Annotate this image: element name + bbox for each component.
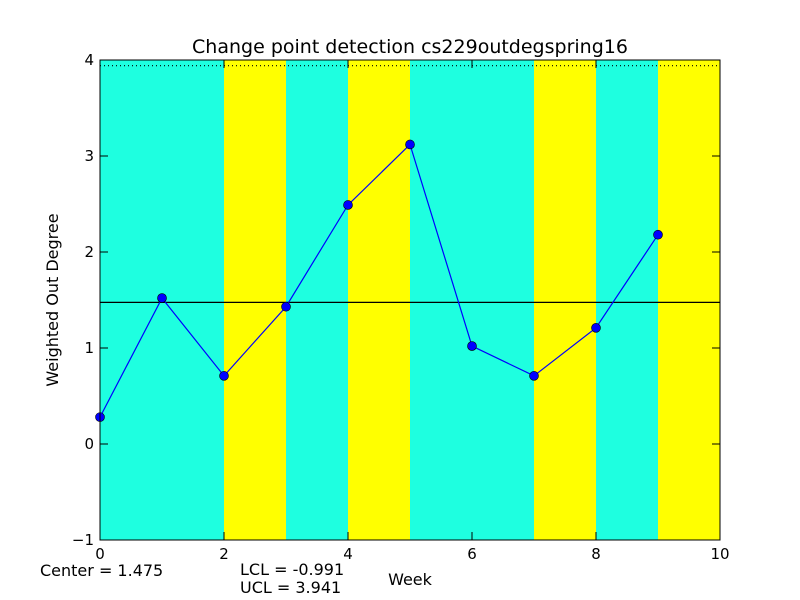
series-line: [99, 143, 659, 418]
lcl-stat: LCL = -0.991: [240, 560, 345, 579]
y-tick-label: 4: [84, 51, 94, 69]
data-point: [529, 371, 539, 381]
x-tick-label: 2: [219, 545, 229, 563]
series-layer: [95, 139, 663, 422]
x-tick-label: 8: [591, 545, 601, 563]
data-point: [405, 139, 415, 150]
y-axis-label: Weighted Out Degree: [43, 213, 62, 386]
plot-frame: [99, 59, 721, 541]
band-layer: [100, 60, 720, 540]
segment-band-5: [534, 60, 596, 540]
data-point: [157, 293, 167, 303]
data-point: [343, 200, 353, 210]
data-point: [653, 229, 663, 240]
ucl-stat: UCL = 3.941: [240, 578, 342, 597]
data-point: [591, 323, 601, 333]
segment-band-4: [410, 60, 534, 540]
segment-band-3: [348, 60, 410, 540]
chart-title: Change point detection cs229outdegspring…: [192, 36, 628, 58]
y-tick-label: −1: [72, 531, 94, 549]
data-point: [219, 371, 229, 381]
x-axis-label: Week: [388, 570, 433, 589]
y-tick-label: 3: [84, 147, 94, 165]
x-tick-label: 10: [710, 545, 729, 563]
control-lines: [100, 65, 720, 303]
segment-band-2: [286, 60, 348, 540]
x-tick-label: 4: [343, 545, 353, 563]
x-tick-label: 6: [467, 545, 477, 563]
data-point: [467, 341, 477, 351]
y-tick-label: 2: [84, 243, 94, 261]
y-tick-label: 1: [84, 339, 94, 357]
segment-band-1: [224, 60, 286, 540]
data-point: [281, 301, 291, 312]
segment-band-7: [658, 60, 720, 540]
x-tick-label: 0: [95, 545, 105, 563]
segment-band-6: [596, 60, 658, 540]
center-stat: Center = 1.475: [40, 561, 164, 580]
y-tick-label: 0: [84, 435, 94, 453]
